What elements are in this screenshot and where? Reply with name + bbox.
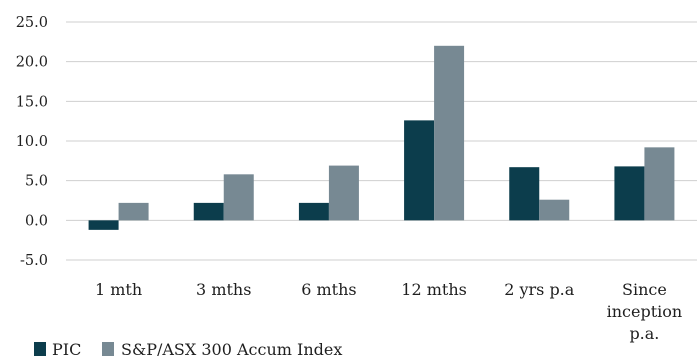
y-tick-label: -5.0 bbox=[20, 253, 48, 269]
bar-pic bbox=[404, 120, 435, 221]
bar-index bbox=[539, 199, 570, 221]
y-tick-label: 25.0 bbox=[16, 15, 48, 31]
bar-pic bbox=[298, 202, 329, 221]
x-category-label: 12 mths bbox=[401, 280, 467, 299]
legend-label-index: S&P/ASX 300 Accum Index bbox=[121, 340, 342, 356]
y-tick-label: 15.0 bbox=[16, 94, 48, 110]
bar-index bbox=[118, 202, 149, 221]
legend: PIC S&P/ASX 300 Accum Index bbox=[34, 340, 342, 356]
bar-index bbox=[434, 45, 465, 221]
bar-index bbox=[644, 147, 675, 221]
legend-swatch-index bbox=[102, 342, 114, 356]
legend-label-pic: PIC bbox=[52, 340, 81, 356]
y-tick-label: 20.0 bbox=[16, 55, 48, 71]
y-axis-ticks: -5.0 0.0 5.0 10.0 15.0 20.0 25.0 bbox=[16, 15, 48, 269]
y-tick-label: 0.0 bbox=[25, 213, 48, 229]
bar-pic bbox=[88, 220, 119, 230]
y-tick-label: 5.0 bbox=[25, 174, 48, 190]
bar-index bbox=[223, 174, 254, 221]
bars bbox=[88, 45, 675, 230]
x-category-label: 2 yrs p.a bbox=[504, 280, 575, 299]
bar-pic bbox=[614, 166, 645, 221]
x-category-label: 1 mth bbox=[95, 280, 142, 299]
gridlines bbox=[66, 21, 697, 261]
x-category-label: 6 mths bbox=[301, 280, 356, 299]
bar-pic bbox=[509, 167, 540, 221]
legend-swatch-pic bbox=[34, 342, 46, 356]
x-axis-labels: 1 mth 3 mths 6 mths 12 mths 2 yrs p.a Since in… bbox=[95, 280, 682, 343]
x-category-label: Since inception p.a. bbox=[607, 280, 683, 343]
bar-index bbox=[328, 165, 359, 221]
y-tick-label: 10.0 bbox=[16, 134, 48, 150]
x-category-label: 3 mths bbox=[196, 280, 251, 299]
bar-pic bbox=[193, 202, 224, 221]
